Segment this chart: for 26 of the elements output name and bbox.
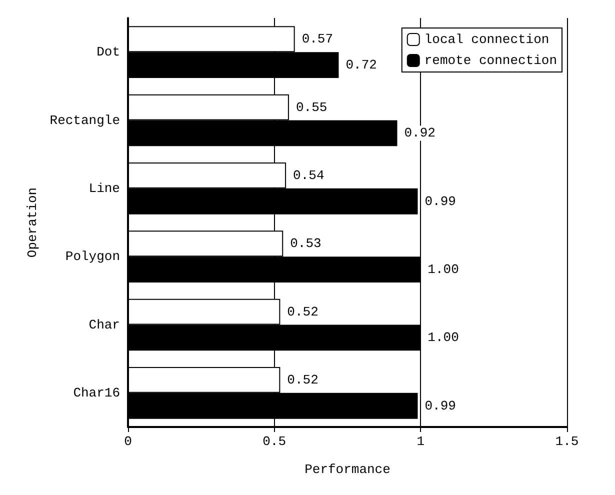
y-tick-label: Polygon	[65, 249, 120, 264]
y-tick-label: Rectangle	[50, 112, 120, 128]
data-label: 0.52	[287, 372, 318, 388]
x-tick-label: 0.5	[262, 434, 286, 449]
data-label: 0.72	[346, 58, 377, 73]
data-label: 0.57	[302, 32, 334, 47]
y-tick-label: Dot	[96, 44, 120, 60]
y-axis-title: Operation	[24, 187, 40, 258]
data-label: 0.54	[293, 168, 324, 183]
data-label: 0.92	[404, 126, 436, 141]
y-tick-label: Line	[88, 180, 120, 196]
x-tick-label: 1.5	[555, 434, 579, 449]
y-tick-label: Char16	[73, 385, 120, 400]
data-label: 1.00	[428, 330, 459, 346]
data-label: 0.52	[287, 304, 318, 320]
data-label: 0.99	[424, 398, 456, 414]
data-label: 0.53	[290, 236, 322, 252]
x-tick-label: 0	[124, 434, 132, 449]
data-label: 0.99	[424, 194, 456, 209]
x-tick-label: 1	[416, 434, 425, 449]
x-axis-title: Performance	[304, 462, 390, 477]
data-label: 1.00	[428, 262, 459, 278]
legend-label: local connection	[424, 32, 550, 47]
y-tick-label: Char	[88, 317, 120, 332]
data-label: 0.55	[296, 100, 328, 115]
legend-label: remote connection	[424, 53, 558, 68]
